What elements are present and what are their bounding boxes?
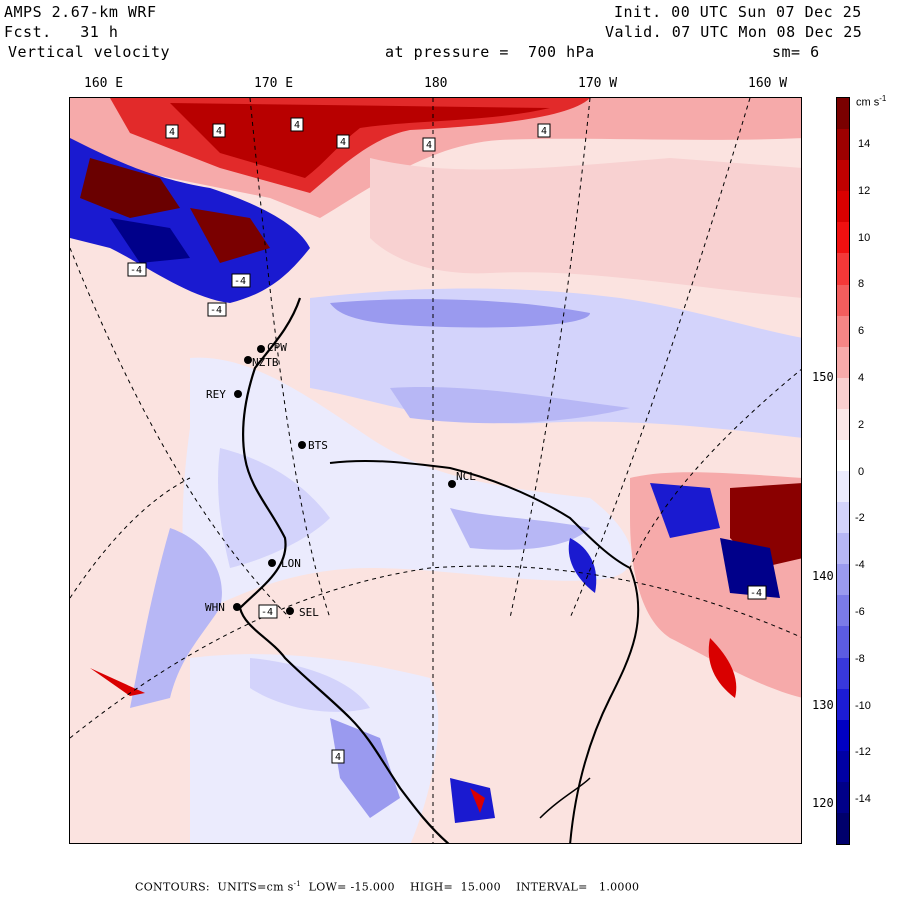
valid-time: Valid. 07 UTC Mon 08 Dec 25 [605,23,863,41]
colorbar-segment [837,222,849,254]
colorbar-tick-label: -10 [855,699,871,712]
colorbar-segment [837,502,849,534]
colorbar-segment [837,657,849,690]
contour-footer: CONTOURS: UNITS=cm s-1 LOW= -15.000 HIGH… [135,880,640,894]
colorbar-tick-label: -8 [855,652,865,665]
colorbar-tick-label: -6 [855,606,865,618]
colorbar-tick-label: -2 [855,512,865,525]
lon-label-170e: 170 E [254,76,294,91]
colorbar-tick-label: 0 [858,465,865,478]
colorbar-segment [837,439,849,472]
station-cpw: CPW [267,341,287,354]
forecast-label: Fcst. 31 h [4,23,118,41]
colorbar-segment [837,377,849,410]
colorbar-segment [837,595,849,627]
contour-box-label: 4 [216,126,222,137]
colorbar-tick-label: 6 [858,325,865,338]
colorbar-segment [837,719,849,752]
contour-box-label: -4 [261,607,273,618]
colorbar-segment [837,626,849,658]
colorbar-segment [837,408,849,441]
colorbar-segment [837,812,849,845]
field-title: Vertical velocity [8,43,171,61]
colorbar-segment [837,160,849,192]
contour-box-label: 4 [335,752,341,763]
colorbar-segment [837,471,849,503]
lon-label-160e: 160 E [84,76,124,91]
station-nztb: NZTB [252,356,279,369]
colorbar-tick-label: -14 [855,793,871,806]
station-whn: WHN [205,601,225,614]
colorbar-segment [837,688,849,721]
colorbar-units: cm s-1 [856,94,887,109]
lon-label-160w: 160 W [748,76,788,91]
station-rey: REY [206,388,226,401]
colorbar-tick-label: 10 [858,231,871,244]
contour-box-label: 4 [541,126,547,137]
colorbar-segment [837,315,849,348]
colorbar-segment [837,533,849,565]
colorbar-segment [837,750,849,783]
init-time: Init. 00 UTC Sun 07 Dec 25 [614,3,862,21]
colorbar-segment [837,781,849,814]
colorbar-segment [837,346,849,379]
contour-box-label: 4 [169,127,175,138]
contour-box-label: -4 [130,265,142,276]
station-ncl: NCL [456,470,476,483]
lon-label-180: 180 [424,76,448,91]
colorbar-tick-label: -4 [855,559,865,572]
colorbar-tick-label: 2 [858,418,865,431]
contour-box-label: -4 [750,588,762,599]
colorbar-tick-label: 12 [858,184,871,197]
lon-label-170w: 170 W [578,76,618,91]
smoothing-label: sm= 6 [772,43,820,61]
colorbar-segment [837,191,849,223]
forecast-prefix: Fcst. [4,23,52,41]
colorbar-segment [837,284,849,317]
colorbar-tick-label: -12 [855,746,871,759]
colorbar-segment [837,129,849,161]
contour-box-label: -4 [234,276,246,287]
contour-box-label: -4 [210,305,222,316]
vertical-velocity-field: 4 4 4 4 4 4 -4 -4 -4 -4 -4 4 [70,98,801,843]
station-bts: BTS [308,439,328,452]
contour-box-label: 4 [426,140,432,151]
colorbar-tick-label: 14 [858,138,871,150]
colorbar-segment [837,564,849,596]
colorbar-segment [837,253,849,285]
model-title: AMPS 2.67-km WRF [4,3,157,21]
station-lon: LON [281,557,301,570]
colorbar-tick-label: 4 [858,372,865,384]
colorbar-tick-label: 8 [858,278,865,291]
contour-box-label: 4 [294,120,300,131]
pressure-level: at pressure = 700 hPa [385,43,595,61]
contour-box-label: 4 [340,137,346,148]
station-sel: SEL [299,606,319,619]
map-panel[interactable]: 4 4 4 4 4 4 -4 -4 -4 -4 -4 4 [69,97,802,844]
forecast-hours: 31 h [80,23,119,41]
colorbar-segment [837,98,849,130]
colorbar [836,97,850,845]
